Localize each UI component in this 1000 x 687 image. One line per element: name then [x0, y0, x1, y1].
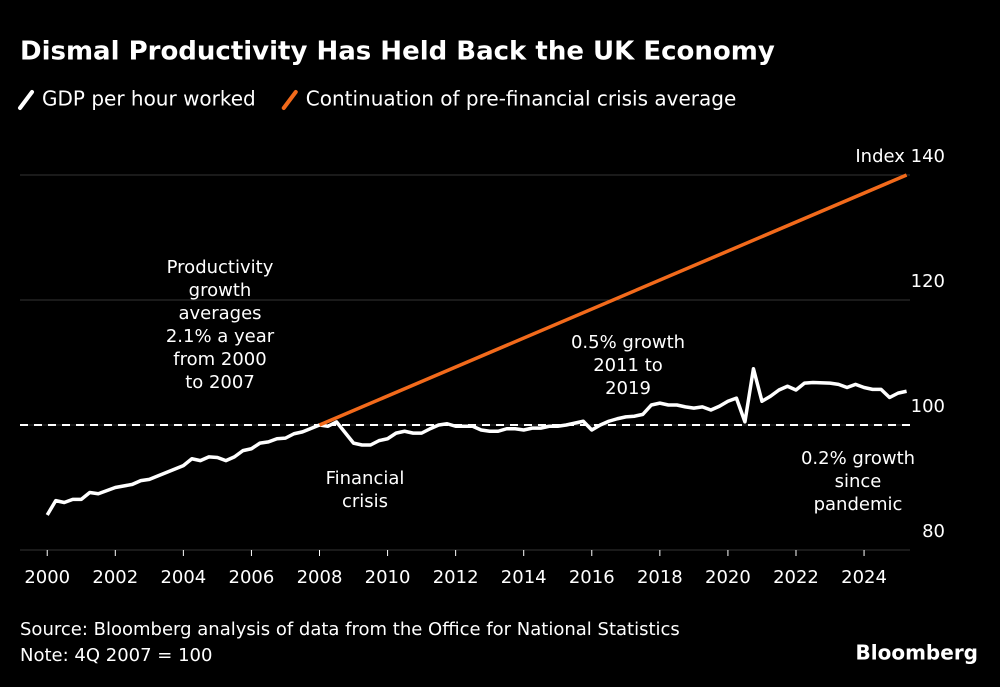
- x-tick-label: 2000: [24, 567, 70, 588]
- annotation: pandemic: [814, 494, 903, 515]
- annotation: 0.5% growth: [571, 332, 685, 353]
- annotation: Productivity: [167, 257, 274, 278]
- y-tick-label: Index 140: [855, 146, 945, 167]
- annotation: to 2007: [185, 372, 255, 393]
- annotation: crisis: [342, 491, 388, 512]
- annotation: 2011 to: [593, 355, 663, 376]
- x-tick-label: 2004: [160, 567, 206, 588]
- y-tick-label: 80: [922, 521, 945, 542]
- annotation: 2019: [605, 378, 651, 399]
- annotation: since: [835, 471, 882, 492]
- brand: Bloomberg: [856, 641, 978, 665]
- x-tick-label: 2024: [841, 567, 887, 588]
- annotation: 0.2% growth: [801, 448, 915, 469]
- x-tick-label: 2012: [433, 567, 479, 588]
- x-tick-label: 2002: [92, 567, 138, 588]
- note: Note: 4Q 2007 = 100: [20, 645, 212, 666]
- series-line: [318, 173, 908, 427]
- legend-label: Continuation of pre-financial crisis ave…: [306, 87, 737, 111]
- legend-label: GDP per hour worked: [42, 87, 256, 111]
- y-tick-label: 120: [911, 271, 945, 292]
- x-tick-label: 2020: [705, 567, 751, 588]
- annotation: averages: [178, 303, 261, 324]
- chart-title: Dismal Productivity Has Held Back the UK…: [20, 37, 775, 67]
- annotation: Financial: [326, 468, 405, 489]
- annotation: from 2000: [173, 349, 266, 370]
- x-tick-label: 2008: [297, 567, 343, 588]
- x-tick-label: 2010: [365, 567, 411, 588]
- legend-swatch: [18, 90, 34, 110]
- x-tick-label: 2018: [637, 567, 683, 588]
- x-tick-label: 2016: [569, 567, 615, 588]
- x-tick-label: 2014: [501, 567, 547, 588]
- source: Source: Bloomberg analysis of data from …: [20, 619, 680, 640]
- x-tick-label: 2006: [229, 567, 275, 588]
- legend-swatch: [281, 90, 298, 110]
- y-tick-label: 100: [911, 396, 945, 417]
- annotation: 2.1% a year: [166, 326, 275, 347]
- series-line: [45, 367, 907, 516]
- x-tick-label: 2022: [773, 567, 819, 588]
- annotation: growth: [189, 280, 252, 301]
